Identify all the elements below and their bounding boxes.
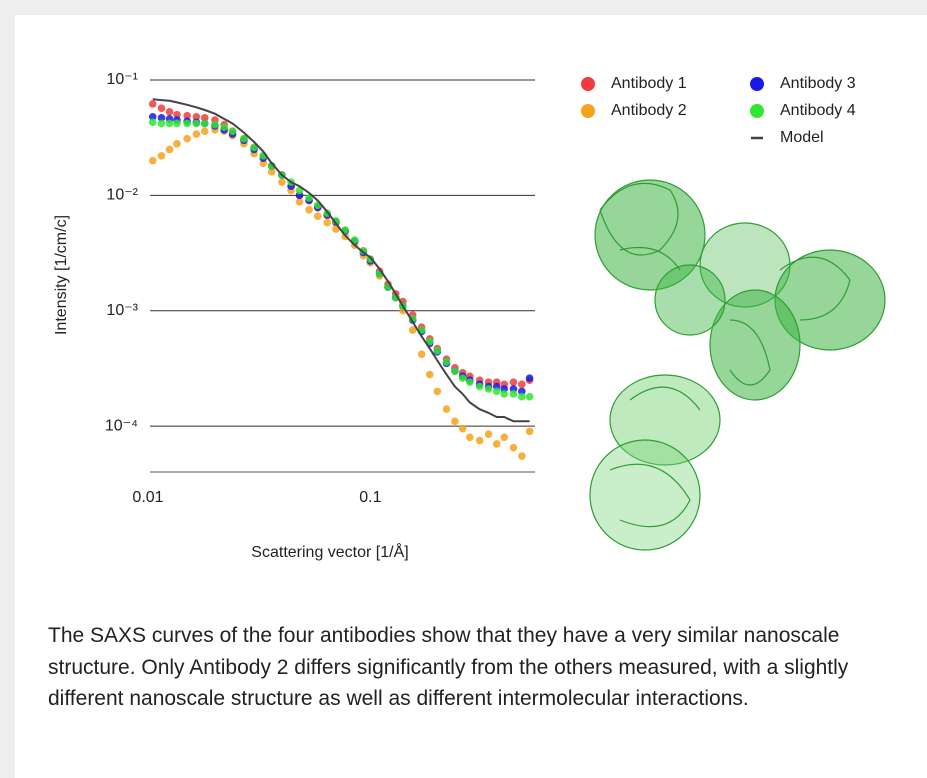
- data-point: [166, 108, 174, 116]
- data-point: [166, 120, 174, 128]
- chart: Intensity [1/cm/c] Scattering vector [1/…: [0, 0, 927, 600]
- legend-label: Antibody 1: [611, 75, 687, 92]
- data-point: [510, 390, 518, 398]
- data-point: [485, 430, 493, 438]
- legend-swatch: [581, 104, 595, 118]
- y-tick-label: 10⁻³: [106, 302, 138, 319]
- data-point: [418, 350, 426, 358]
- data-point: [193, 130, 201, 138]
- legend-label: Antibody 4: [780, 102, 856, 119]
- legend-swatch: [581, 77, 595, 91]
- model-line: [153, 99, 530, 421]
- y-tick-label: 10⁻²: [106, 187, 138, 204]
- data-point: [518, 393, 526, 401]
- legend-label: Model: [780, 129, 824, 146]
- x-tick-label: 0.01: [132, 489, 163, 506]
- data-point: [466, 433, 474, 441]
- y-tick-label: 10⁻¹: [106, 71, 138, 88]
- data-point: [526, 393, 534, 401]
- data-point: [518, 452, 526, 460]
- data-point: [426, 371, 434, 379]
- data-point: [323, 219, 331, 227]
- data-point: [526, 428, 534, 436]
- data-point: [314, 212, 322, 220]
- protein-structure: [590, 180, 885, 550]
- data-point: [466, 378, 474, 386]
- data-point: [476, 437, 484, 445]
- legend-swatch: [750, 77, 764, 91]
- data-point: [451, 367, 459, 375]
- data-point: [158, 104, 166, 112]
- data-point: [459, 374, 467, 382]
- data-point: [201, 127, 209, 135]
- data-point: [149, 118, 157, 126]
- data-point: [443, 405, 451, 413]
- data-point: [220, 123, 228, 131]
- data-point: [434, 388, 442, 396]
- page: Intensity [1/cm/c] Scattering vector [1/…: [0, 0, 927, 778]
- data-point: [193, 120, 201, 128]
- data-point: [183, 120, 191, 128]
- data-point: [518, 381, 526, 389]
- data-point: [158, 152, 166, 160]
- data-point: [500, 390, 508, 398]
- data-point: [510, 444, 518, 452]
- data-point: [201, 120, 209, 128]
- y-tick-label: 10⁻⁴: [105, 417, 138, 434]
- data-point: [485, 385, 493, 393]
- y-axis-label: Intensity [1/cm/c]: [53, 215, 70, 335]
- data-point: [443, 358, 451, 366]
- data-point: [149, 157, 157, 165]
- legend-label: Antibody 2: [611, 102, 687, 119]
- data-point: [493, 440, 501, 448]
- data-point: [434, 347, 442, 355]
- data-point: [476, 383, 484, 391]
- data-point: [211, 121, 219, 129]
- data-point: [229, 127, 237, 135]
- data-point: [166, 146, 174, 154]
- data-point: [278, 178, 286, 186]
- data-point: [173, 120, 181, 128]
- data-point: [451, 418, 459, 426]
- legend-label: Antibody 3: [780, 75, 856, 92]
- data-point: [149, 100, 157, 108]
- data-point: [493, 388, 501, 396]
- data-point: [526, 374, 534, 382]
- x-tick-label: 0.1: [359, 489, 381, 506]
- data-point: [305, 206, 313, 214]
- caption: The SAXS curves of the four antibodies s…: [48, 620, 898, 715]
- data-point: [459, 425, 467, 433]
- data-point: [158, 120, 166, 128]
- data-point: [173, 140, 181, 148]
- x-axis-label: Scattering vector [1/Å]: [251, 542, 408, 561]
- legend-swatch: [750, 104, 764, 118]
- data-point: [500, 433, 508, 441]
- data-point: [510, 378, 518, 386]
- data-point: [183, 135, 191, 143]
